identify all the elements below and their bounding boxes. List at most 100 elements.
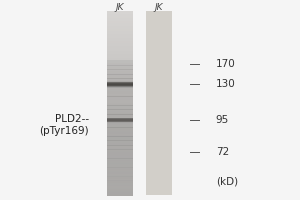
Bar xyxy=(107,24,133,26)
Bar xyxy=(107,82,133,83)
Bar xyxy=(107,80,133,81)
Bar xyxy=(107,188,133,189)
Bar xyxy=(107,63,133,64)
Bar xyxy=(107,157,133,159)
Bar xyxy=(107,131,133,133)
Bar xyxy=(107,37,133,39)
Bar xyxy=(107,80,133,82)
Bar xyxy=(107,112,133,113)
Bar xyxy=(107,152,133,154)
Bar xyxy=(107,136,133,138)
Bar xyxy=(107,170,133,171)
Bar xyxy=(107,58,133,60)
Bar xyxy=(107,18,133,20)
Bar xyxy=(107,151,133,152)
Bar xyxy=(107,120,133,121)
Bar xyxy=(107,138,133,140)
Bar xyxy=(107,177,133,179)
Bar xyxy=(107,60,133,62)
Bar xyxy=(107,61,133,63)
Bar xyxy=(107,131,133,132)
Bar xyxy=(107,178,133,180)
Bar xyxy=(107,166,133,168)
Bar xyxy=(107,117,133,119)
Text: JK: JK xyxy=(155,3,163,12)
Bar xyxy=(107,128,133,129)
Bar xyxy=(107,171,133,172)
Bar xyxy=(107,95,133,97)
Bar xyxy=(107,86,133,87)
Bar xyxy=(107,172,133,174)
Bar xyxy=(107,166,133,168)
Bar xyxy=(107,111,133,112)
Bar xyxy=(107,126,133,128)
Bar xyxy=(107,183,133,185)
Bar xyxy=(107,41,133,43)
Bar xyxy=(107,135,133,137)
Bar xyxy=(107,145,133,146)
Bar xyxy=(107,158,133,160)
Text: 72: 72 xyxy=(216,147,229,157)
Bar xyxy=(107,87,133,89)
Bar xyxy=(107,77,133,79)
Bar xyxy=(107,114,133,115)
Bar xyxy=(107,40,133,42)
Bar xyxy=(107,138,133,139)
Bar xyxy=(107,101,133,103)
Bar xyxy=(107,161,133,162)
Bar xyxy=(107,186,133,188)
Bar xyxy=(107,180,133,182)
Bar xyxy=(107,86,133,88)
Bar xyxy=(107,82,133,84)
Bar xyxy=(107,98,133,99)
Bar xyxy=(107,119,133,120)
Bar xyxy=(107,149,133,151)
Bar xyxy=(107,117,133,118)
Bar xyxy=(107,97,133,99)
Bar xyxy=(107,108,133,109)
Bar xyxy=(107,60,133,62)
Bar xyxy=(107,134,133,136)
Bar xyxy=(107,69,133,71)
Bar xyxy=(107,192,133,194)
Bar xyxy=(107,81,133,83)
Bar xyxy=(107,155,133,157)
Bar xyxy=(107,52,133,54)
Bar xyxy=(107,77,133,79)
Bar xyxy=(107,130,133,131)
Bar xyxy=(107,85,133,86)
Bar xyxy=(107,15,133,17)
Bar xyxy=(107,12,133,14)
Bar xyxy=(107,68,133,70)
Bar xyxy=(107,89,133,90)
Bar xyxy=(107,180,133,182)
Bar xyxy=(107,179,133,181)
Bar xyxy=(107,121,133,122)
Bar xyxy=(107,85,133,86)
Bar xyxy=(107,141,133,143)
Bar xyxy=(107,175,133,177)
Bar xyxy=(107,143,133,144)
Bar xyxy=(107,129,133,130)
Bar xyxy=(107,71,133,72)
Bar xyxy=(107,83,133,85)
Bar xyxy=(107,149,133,151)
Bar xyxy=(107,55,133,57)
Bar xyxy=(107,67,133,68)
Bar xyxy=(107,29,133,31)
Bar xyxy=(107,71,133,72)
Bar xyxy=(107,28,133,29)
Bar xyxy=(107,105,133,106)
Bar xyxy=(107,171,133,173)
Text: PLD2--: PLD2-- xyxy=(55,114,89,124)
Bar xyxy=(107,90,133,91)
Text: (pTyr169): (pTyr169) xyxy=(39,126,89,136)
Bar xyxy=(107,103,133,104)
Bar xyxy=(107,140,133,142)
Bar xyxy=(107,84,133,85)
Bar xyxy=(107,174,133,176)
Bar xyxy=(107,176,133,178)
Bar xyxy=(107,72,133,74)
Bar xyxy=(107,85,133,86)
Bar xyxy=(107,168,133,169)
